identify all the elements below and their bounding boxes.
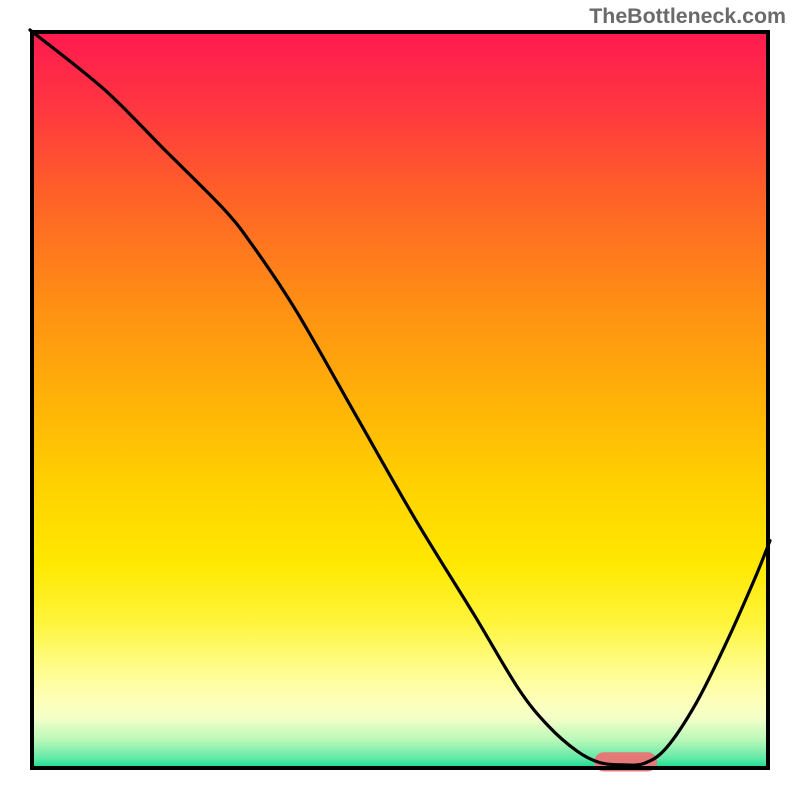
plot-background bbox=[30, 30, 770, 770]
bottleneck-curve-chart bbox=[0, 0, 800, 800]
chart-frame: TheBottleneck.com bbox=[0, 0, 800, 800]
